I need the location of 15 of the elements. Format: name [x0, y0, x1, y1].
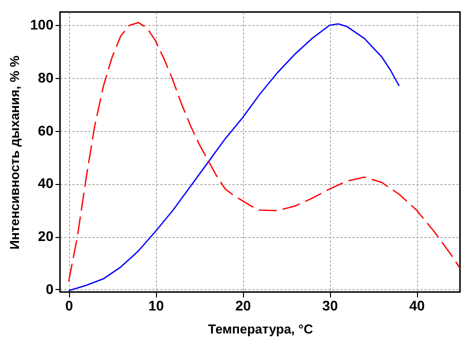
y-tick-label: 40 [38, 175, 54, 192]
line-series [68, 23, 400, 292]
x-tick-label: 20 [235, 298, 252, 314]
x-tick-label: 10 [148, 298, 164, 314]
y-tick-label: 20 [38, 228, 54, 244]
y-tick-label: 60 [38, 122, 54, 138]
x-tick-label: 40 [409, 298, 426, 314]
y-tick-label: 0 [46, 280, 54, 297]
y-tick-label: 100 [30, 16, 54, 33]
x-axis-title: Температура, °C [208, 322, 314, 336]
x-tick-label: 0 [65, 298, 74, 314]
y-tick-label: 80 [38, 70, 54, 86]
y-axis-title: Интенсивность дыхания, % % [7, 55, 22, 250]
line-series [68, 22, 460, 282]
x-tick-label: 30 [322, 298, 338, 314]
